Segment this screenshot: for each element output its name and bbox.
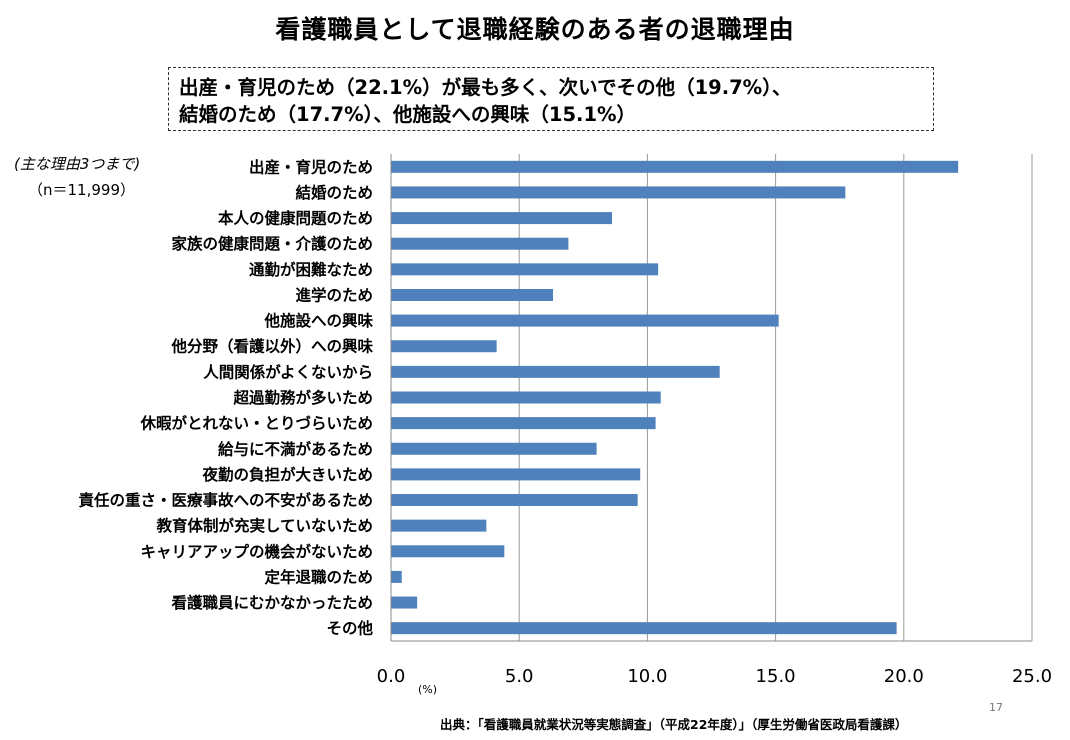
scope-note: (主な理由3つまで) <box>14 155 141 173</box>
sample-size-note: （n＝11,999） <box>28 181 135 199</box>
category-label: 給与に不満があるため <box>218 439 373 458</box>
x-tick-label: 15.0 <box>756 666 796 687</box>
bar <box>391 468 641 481</box>
x-tick-label: 25.0 <box>1012 666 1052 687</box>
page-number: 17 <box>989 701 1003 714</box>
category-label: 本人の健康問題のため <box>218 209 373 228</box>
category-label: 出産・育児のため <box>249 157 373 176</box>
summary-line-1: 出産・育児のため（22.1%）が最も多く、次いでその他（19.7%）、 <box>179 76 792 99</box>
category-label: 人間関係がよくないから <box>203 362 373 381</box>
bar <box>391 622 897 635</box>
category-label: 看護職員にむかなかったため <box>171 593 373 612</box>
bar <box>391 365 720 378</box>
bar <box>391 263 659 276</box>
x-tick-label: 20.0 <box>884 666 924 687</box>
bar <box>391 494 638 507</box>
bar <box>391 288 554 301</box>
unit-label: (%) <box>418 683 438 696</box>
category-label: 進学のため <box>295 285 373 304</box>
category-label: 定年退職のため <box>264 567 373 586</box>
category-label: 通勤が困難なため <box>249 260 373 279</box>
bar <box>391 570 402 583</box>
chart-title: 看護職員として退職経験のある者の退職理由 <box>275 15 795 44</box>
category-label: その他 <box>326 619 373 638</box>
category-label: 他施設への興味 <box>263 311 373 330</box>
source-citation: 出典：「看護職員就業状況等実態調査」（平成22年度）」（厚生労働省医政局看護課） <box>440 717 908 732</box>
bar <box>391 442 597 455</box>
category-label: 家族の健康問題・介護のため <box>171 234 373 253</box>
category-label: 超過勤務が多いため <box>232 388 373 407</box>
bar <box>391 340 497 353</box>
summary-box: 出産・育児のため（22.1%）が最も多く、次いでその他（19.7%）、 結婚のた… <box>168 67 934 131</box>
category-label: 夜勤の負担が大きいため <box>201 465 373 484</box>
category-label: 責任の重さ・医療事故への不安があるため <box>78 491 373 510</box>
category-label: 結婚のため <box>295 183 373 202</box>
x-tick-label: 0.0 <box>377 666 406 687</box>
bar <box>391 212 613 225</box>
category-label: キャリアアップの機会がないため <box>140 542 373 561</box>
x-tick-label: 5.0 <box>505 666 534 687</box>
x-tick-label: 10.0 <box>627 666 667 687</box>
summary-line-2: 結婚のため（17.7%）、他施設への興味（15.1%） <box>179 103 637 126</box>
category-label: 他分野（看護以外）への興味 <box>170 337 373 356</box>
bar <box>391 596 418 609</box>
bar <box>391 160 959 173</box>
bar <box>391 391 661 404</box>
category-label: 教育体制が充実していないため <box>156 516 373 535</box>
bar <box>391 417 656 430</box>
bar <box>391 237 569 250</box>
bar <box>391 186 846 199</box>
bar <box>391 314 779 327</box>
bar <box>391 519 487 532</box>
category-label: 休暇がとれない・とりづらいため <box>139 414 373 433</box>
bar <box>391 545 505 558</box>
